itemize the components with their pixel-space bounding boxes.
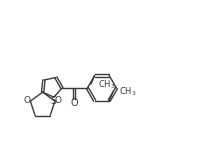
Text: O: O [24,96,31,105]
Text: S: S [51,96,57,106]
Text: O: O [71,97,78,107]
Text: O: O [54,96,61,105]
Text: CH$_3$: CH$_3$ [119,85,137,98]
Text: CH$_3$: CH$_3$ [98,79,115,91]
